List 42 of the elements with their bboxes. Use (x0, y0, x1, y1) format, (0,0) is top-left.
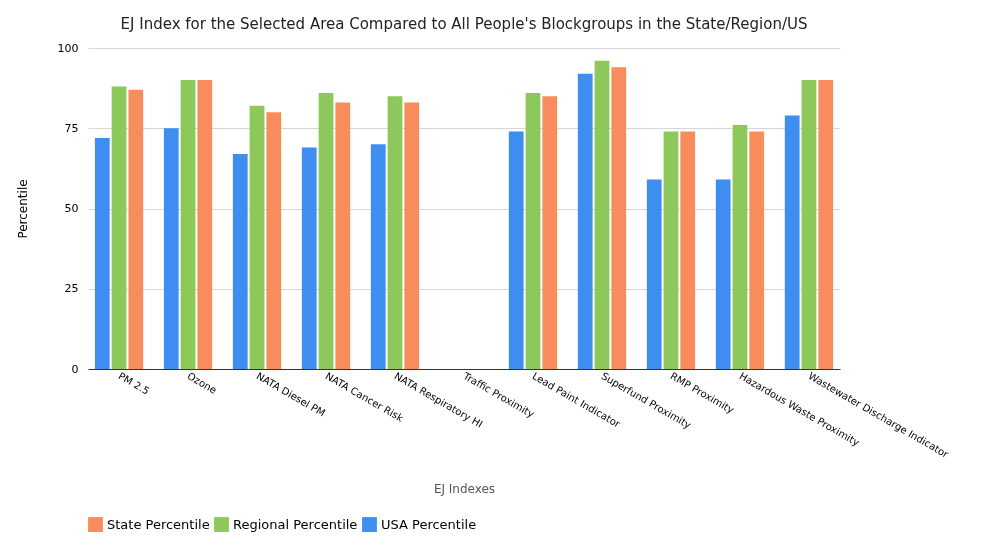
bar (663, 131, 679, 369)
bar (732, 125, 748, 369)
x-axis-title: EJ Indexes (433, 481, 496, 496)
y-axis-title: Percentile (15, 179, 30, 239)
bar (163, 128, 179, 369)
y-tick-label: 100 (57, 41, 79, 55)
y-tick-label: 0 (71, 362, 79, 376)
legend-label: State Percentile (107, 516, 210, 532)
y-tick-label: 75 (64, 121, 79, 135)
bar (577, 73, 593, 369)
bar (370, 144, 386, 369)
bar (784, 115, 800, 369)
bar (180, 80, 196, 369)
x-tick-label: PM 2.5 (116, 370, 152, 397)
chart-title: EJ Index for the Selected Area Compared to All People's Blockgroups in the State/Region/US (120, 15, 808, 33)
bar (715, 179, 731, 369)
bar (232, 153, 248, 369)
bar (749, 131, 765, 369)
bar (611, 67, 627, 369)
bar (266, 112, 282, 369)
bar (94, 137, 110, 369)
bar (249, 105, 265, 369)
bar (318, 92, 334, 369)
bar (335, 102, 351, 369)
y-tick-label: 25 (64, 282, 79, 296)
bar (197, 80, 213, 369)
legend-label: Regional Percentile (233, 516, 358, 532)
bar (111, 86, 127, 369)
bar (646, 179, 662, 369)
bar (525, 92, 541, 369)
bar (542, 96, 558, 369)
bar (128, 89, 144, 369)
bar (818, 80, 834, 369)
y-tick-label: 50 (64, 202, 79, 215)
legend-label: USA Percentile (381, 516, 477, 532)
bar (301, 147, 317, 369)
bar (680, 131, 696, 369)
bar (404, 102, 420, 369)
bar (508, 131, 524, 369)
bar (801, 80, 817, 369)
bar (387, 96, 403, 369)
bar (594, 60, 610, 369)
